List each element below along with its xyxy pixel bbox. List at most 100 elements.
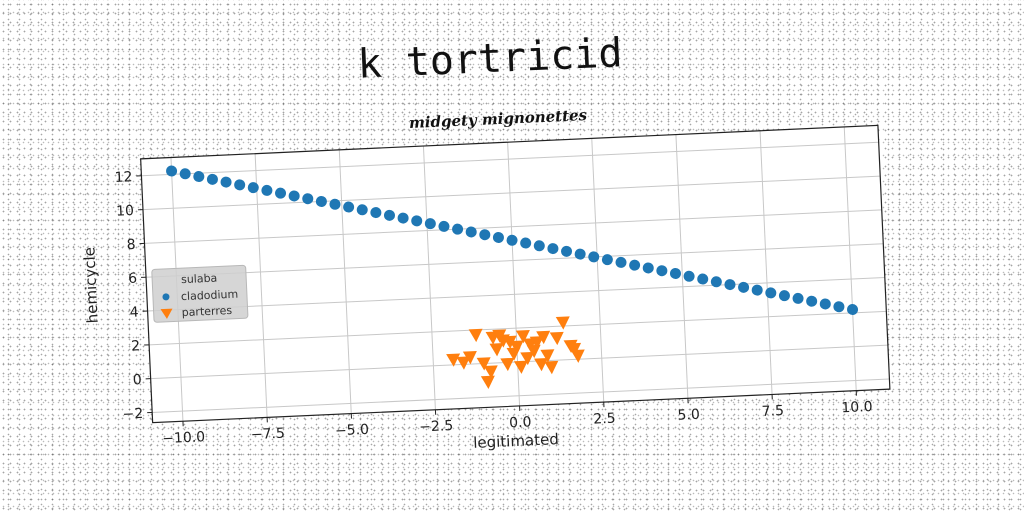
point-parterres — [480, 375, 495, 389]
point-cladodium — [778, 290, 790, 302]
point-parterres — [500, 357, 515, 372]
point-cladodium — [302, 193, 314, 205]
point-parterres — [520, 351, 535, 366]
point-cladodium — [397, 212, 409, 224]
point-cladodium — [792, 292, 804, 304]
point-parterres — [570, 349, 585, 363]
point-cladodium — [629, 259, 641, 271]
point-cladodium — [601, 254, 613, 266]
point-parterres — [468, 328, 483, 343]
point-cladodium — [492, 231, 504, 243]
point-cladodium — [179, 168, 191, 180]
x-tick-label: −10.0 — [162, 429, 206, 447]
point-cladodium — [383, 209, 395, 221]
point-parterres — [446, 353, 461, 367]
y-grid-line — [141, 141, 879, 177]
point-cladodium — [234, 179, 246, 191]
x-tick-label: 5.0 — [677, 407, 700, 424]
point-parterres — [502, 335, 517, 349]
point-cladodium — [438, 220, 450, 232]
legend-label-cladodium: cladodium — [181, 288, 239, 304]
legend: sulaba cladodium parterres — [151, 264, 249, 323]
point-cladodium — [275, 187, 287, 199]
point-cladodium — [452, 223, 464, 235]
point-cladodium — [697, 273, 709, 285]
point-cladodium — [561, 245, 573, 257]
y-tick-label: 0 — [132, 372, 142, 388]
x-tick-label: 0.0 — [509, 414, 532, 431]
point-cladodium — [315, 195, 327, 207]
point-cladodium — [669, 267, 681, 279]
point-cladodium — [220, 176, 232, 188]
point-cladodium — [520, 237, 532, 249]
point-cladodium — [683, 270, 695, 282]
x-tick-label: −2.5 — [419, 418, 454, 436]
y-tick-label: 8 — [126, 237, 136, 253]
point-cladodium — [710, 276, 722, 288]
point-cladodium — [465, 226, 477, 238]
point-parterres — [513, 360, 528, 374]
y-grid-line — [149, 310, 887, 346]
y-tick-label: 6 — [128, 271, 138, 287]
plot-area: −10.0 −7.5 −5.0 −2.5 0.0 2.5 5.0 7.5 10.0 −2 0 2 4 6 8… — [114, 124, 891, 447]
y-grid-line — [146, 243, 884, 278]
point-cladodium — [247, 182, 259, 194]
series-layer — [166, 165, 859, 389]
point-cladodium — [642, 262, 654, 274]
point-cladodium — [356, 204, 368, 216]
y-tick-label: 4 — [129, 304, 139, 320]
point-parterres — [483, 365, 498, 379]
legend-marker-cladodium — [162, 293, 170, 301]
y-tick-label: 10 — [116, 203, 135, 220]
point-parterres — [476, 357, 491, 371]
point-cladodium — [261, 184, 273, 196]
point-cladodium — [329, 198, 341, 210]
point-parterres — [492, 329, 507, 343]
chart-title: midgety mignonettes — [409, 106, 588, 132]
y-tick-label: 2 — [131, 338, 141, 354]
x-tick-label: −5.0 — [335, 422, 370, 440]
point-cladodium — [206, 173, 218, 185]
point-cladodium — [411, 215, 423, 227]
x-tick-label: −7.5 — [251, 426, 286, 444]
point-cladodium — [288, 190, 300, 202]
point-parterres — [456, 356, 471, 370]
point-cladodium — [533, 240, 545, 252]
y-grid-line — [152, 378, 890, 413]
legend-title: sulaba — [181, 272, 218, 287]
point-parterres — [536, 330, 551, 345]
x-tick-label: 7.5 — [761, 403, 784, 420]
point-cladodium — [806, 295, 818, 307]
legend-box — [151, 264, 249, 323]
y-tick-label: −2 — [122, 406, 143, 423]
point-cladodium — [819, 298, 831, 310]
point-cladodium — [847, 304, 859, 316]
plot-border — [140, 124, 891, 424]
x-axis-label: legitimated — [473, 430, 559, 452]
point-cladodium — [751, 284, 763, 296]
point-parterres — [515, 330, 530, 344]
point-cladodium — [424, 218, 436, 230]
point-cladodium — [506, 234, 518, 246]
point-parterres — [544, 360, 559, 375]
x-tick-label: 2.5 — [593, 411, 616, 428]
point-parterres — [549, 331, 564, 346]
y-grid-line — [142, 175, 881, 211]
point-parterres — [489, 343, 504, 357]
y-grid-line — [144, 209, 882, 244]
point-cladodium — [588, 251, 600, 263]
tick-labels: −10.0 −7.5 −5.0 −2.5 0.0 2.5 5.0 7.5 10.0 −2 0 2 4 6 8… — [114, 169, 873, 447]
point-parterres — [534, 357, 549, 372]
point-parterres — [462, 351, 477, 365]
point-parterres — [529, 336, 544, 350]
point-cladodium — [574, 248, 586, 260]
x-tick-label: 10.0 — [841, 399, 873, 416]
point-cladodium — [370, 207, 382, 219]
point-cladodium — [656, 265, 668, 277]
legend-label-parterres: parterres — [181, 304, 232, 319]
point-cladodium — [765, 287, 777, 299]
point-cladodium — [724, 279, 736, 291]
point-cladodium — [343, 201, 355, 213]
point-cladodium — [547, 243, 559, 255]
